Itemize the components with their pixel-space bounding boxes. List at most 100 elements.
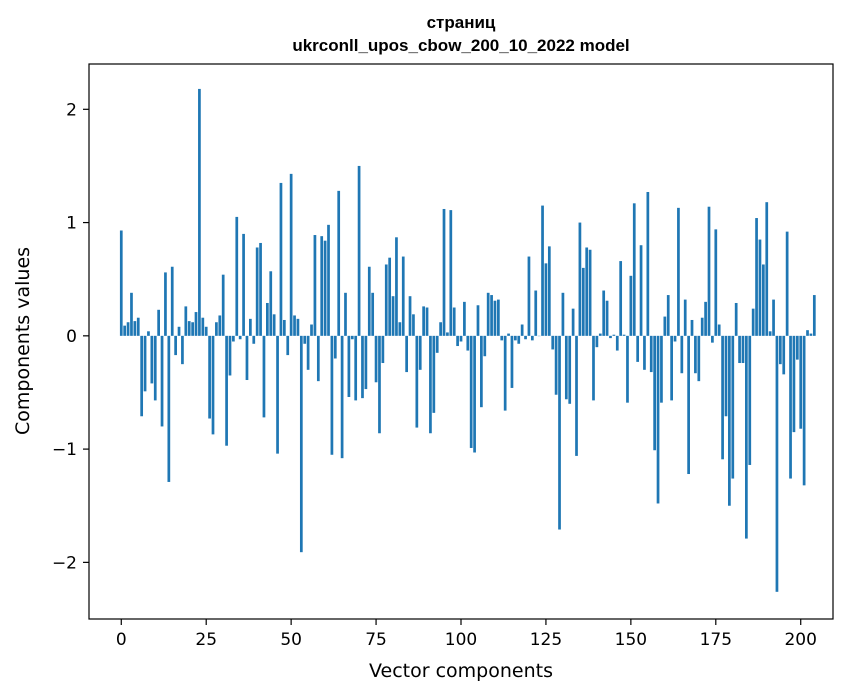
x-tick-label: 75 xyxy=(365,630,387,650)
bar-25 xyxy=(204,326,208,336)
bar-151 xyxy=(632,203,636,336)
bar-72 xyxy=(364,335,368,390)
bar-51 xyxy=(293,315,296,336)
bar-136 xyxy=(581,267,585,336)
bar-42 xyxy=(262,335,266,418)
bar-11 xyxy=(157,309,160,336)
x-tick-label: 200 xyxy=(784,630,816,650)
bar-174 xyxy=(711,335,714,343)
bar-34 xyxy=(235,216,239,336)
bar-119 xyxy=(524,335,527,340)
x-tick-label: 25 xyxy=(195,630,217,650)
y-tick-label: 2 xyxy=(66,100,77,120)
bar-108 xyxy=(486,292,490,336)
plot-frame xyxy=(88,63,834,620)
bar-149 xyxy=(626,335,629,403)
bar-101 xyxy=(463,301,466,336)
bar-150 xyxy=(629,275,633,336)
bar-160 xyxy=(663,316,667,336)
bar-13 xyxy=(164,272,167,336)
bar-27 xyxy=(211,335,215,435)
bar-104 xyxy=(473,335,476,453)
bar-178 xyxy=(724,335,728,417)
bar-165 xyxy=(680,335,684,374)
bar-147 xyxy=(619,261,623,336)
bar-105 xyxy=(476,305,480,336)
bar-129 xyxy=(558,335,561,530)
bar-61 xyxy=(327,224,330,336)
bar-41 xyxy=(259,242,262,336)
x-tick-label: 50 xyxy=(280,630,302,650)
bar-84 xyxy=(405,335,408,373)
bar-16 xyxy=(174,335,177,356)
bar-10 xyxy=(153,335,157,401)
bar-56 xyxy=(310,324,313,336)
bar-70 xyxy=(357,165,361,336)
bar-37 xyxy=(245,335,249,381)
bar-194 xyxy=(778,335,782,365)
bar-185 xyxy=(748,335,752,465)
bar-12 xyxy=(160,335,164,427)
x-tick-label: 100 xyxy=(445,630,477,650)
bar-97 xyxy=(449,210,453,336)
bar-76 xyxy=(378,335,381,434)
bar-146 xyxy=(615,335,619,351)
bar-21 xyxy=(191,322,194,336)
bar-47 xyxy=(279,182,283,336)
bar-112 xyxy=(500,335,504,341)
bar-126 xyxy=(547,246,551,336)
bar-66 xyxy=(344,292,347,336)
bar-45 xyxy=(272,314,276,336)
bar-48 xyxy=(282,319,286,336)
y-tick-label: −1 xyxy=(52,440,77,460)
bar-71 xyxy=(361,335,364,399)
bar-141 xyxy=(598,333,602,336)
bar-173 xyxy=(707,206,711,336)
bar-6 xyxy=(140,335,144,417)
bar-144 xyxy=(609,335,612,339)
bar-171 xyxy=(700,317,704,336)
bar-110 xyxy=(493,300,497,336)
bar-162 xyxy=(670,335,673,401)
bar-94 xyxy=(439,322,442,336)
bar-197 xyxy=(789,335,792,479)
bar-44 xyxy=(269,271,273,336)
chart-subtitle: ukrconll_upos_cbow_200_10_2022 model xyxy=(292,36,629,55)
bar-38 xyxy=(249,318,252,336)
bar-169 xyxy=(694,335,697,374)
bar-152 xyxy=(636,335,640,362)
bar-156 xyxy=(649,335,653,373)
bar-87 xyxy=(415,335,419,428)
bar-40 xyxy=(255,247,259,336)
bar-134 xyxy=(575,335,578,456)
bar-154 xyxy=(643,335,646,370)
bar-125 xyxy=(544,263,548,336)
bar-195 xyxy=(782,335,786,375)
bar-140 xyxy=(595,335,599,348)
bar-32 xyxy=(228,335,232,376)
bar-183 xyxy=(741,335,745,364)
bar-19 xyxy=(184,306,188,336)
bar-115 xyxy=(510,335,514,388)
bar-15 xyxy=(170,266,174,336)
bar-53 xyxy=(299,335,303,553)
bar-148 xyxy=(622,334,626,336)
bar-68 xyxy=(350,335,354,340)
bar-120 xyxy=(527,256,531,336)
bar-167 xyxy=(687,335,690,475)
bar-201 xyxy=(802,335,806,486)
bar-187 xyxy=(755,218,758,336)
bar-43 xyxy=(266,302,269,336)
bar-202 xyxy=(806,330,809,336)
bar-78 xyxy=(384,264,388,336)
bar-81 xyxy=(395,237,398,336)
bar-172 xyxy=(704,301,707,336)
bar-168 xyxy=(690,319,694,336)
bar-163 xyxy=(673,335,677,342)
bar-142 xyxy=(602,290,606,336)
bar-26 xyxy=(208,335,211,419)
y-tick-label: 0 xyxy=(66,327,77,347)
bar-20 xyxy=(187,321,191,336)
bar-55 xyxy=(306,335,310,370)
